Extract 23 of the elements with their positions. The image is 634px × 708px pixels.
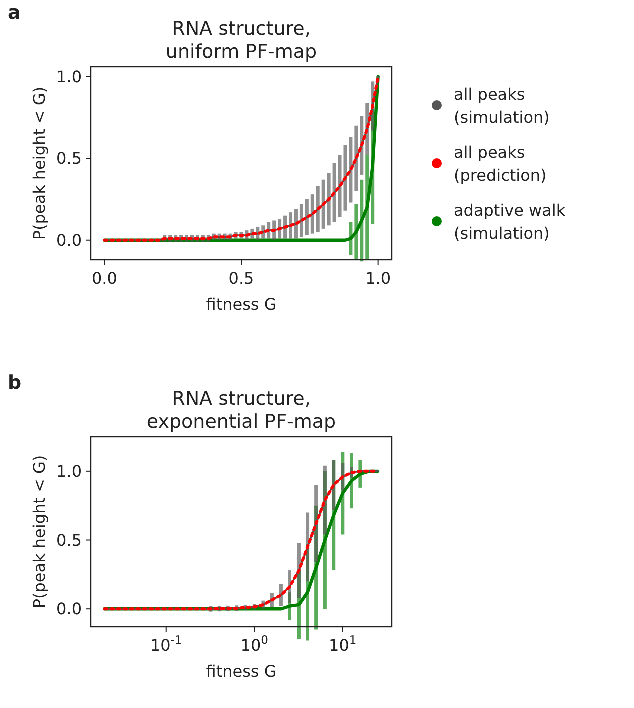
y-tick-label: 0.5 bbox=[56, 530, 82, 550]
y-tick-label: 1.0 bbox=[56, 67, 82, 86]
y-tick-label: 0.5 bbox=[56, 149, 82, 168]
x-tick-label: 0.5 bbox=[228, 269, 254, 288]
y-axis-title: P(peak height < G) bbox=[30, 86, 49, 240]
x-tick-label: 0.0 bbox=[92, 269, 118, 288]
x-axis-title: fitness G bbox=[206, 295, 277, 314]
text: b bbox=[8, 372, 22, 394]
legend-label: all peaks (simulation) bbox=[454, 85, 550, 127]
chart-title: RNA structure, uniform PF-map bbox=[166, 18, 318, 63]
x-axis-title: fitness G bbox=[206, 662, 277, 681]
chart-title: RNA structure, exponential PF-map bbox=[146, 388, 336, 433]
x-tick-label: 10$^{0}$ bbox=[240, 633, 268, 655]
x-tick-label: 10$^{-1}$ bbox=[150, 633, 182, 655]
y-tick-label: 0.0 bbox=[56, 600, 82, 619]
legend-label: adaptive walk (simulation) bbox=[454, 201, 566, 243]
legend-label: all peaks (prediction) bbox=[454, 143, 547, 185]
text: a bbox=[8, 2, 21, 24]
x-tick-label: 1.0 bbox=[366, 269, 392, 288]
y-tick-label: 1.0 bbox=[56, 462, 82, 481]
y-tick-label: 0.0 bbox=[56, 230, 82, 250]
x-tick-label: 10$^{1}$ bbox=[329, 633, 357, 655]
y-axis-title: P(peak height < G) bbox=[30, 455, 49, 609]
